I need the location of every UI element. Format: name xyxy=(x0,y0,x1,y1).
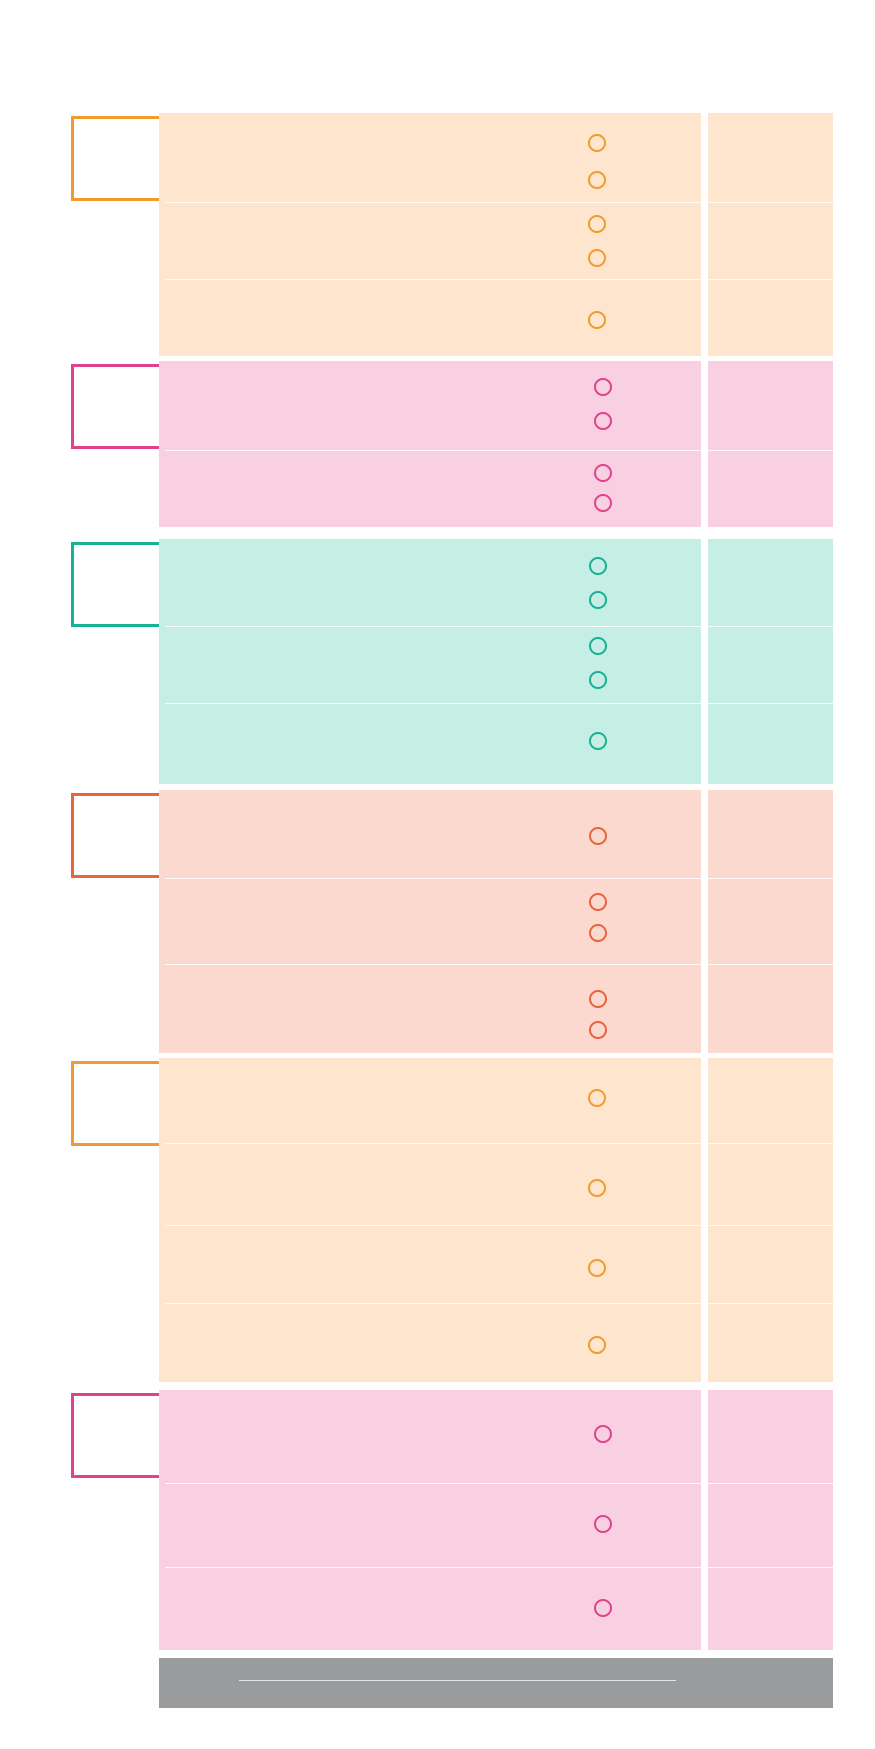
row-divider xyxy=(165,202,833,203)
checkbox-circle-icon[interactable] xyxy=(588,171,606,189)
checkbox-circle-icon[interactable] xyxy=(594,1515,612,1533)
row-divider xyxy=(165,1143,833,1144)
row-divider xyxy=(165,626,833,627)
row-divider xyxy=(165,964,833,965)
checkbox-circle-icon[interactable] xyxy=(589,732,607,750)
section-tab xyxy=(71,364,159,449)
section-side-panel xyxy=(708,790,833,1053)
section-tab xyxy=(71,1061,159,1146)
row-divider xyxy=(165,878,833,879)
checkbox-circle-icon[interactable] xyxy=(594,1599,612,1617)
checkbox-circle-icon[interactable] xyxy=(588,134,606,152)
checkbox-circle-icon[interactable] xyxy=(588,1089,606,1107)
footer-divider-line xyxy=(239,1680,676,1681)
section-side-panel xyxy=(708,1058,833,1382)
section-main-panel xyxy=(159,1058,701,1382)
checkbox-circle-icon[interactable] xyxy=(589,557,607,575)
section-main-panel xyxy=(159,113,701,356)
section-tab xyxy=(71,116,159,201)
checkbox-circle-icon[interactable] xyxy=(589,924,607,942)
row-divider xyxy=(165,1303,833,1304)
checkbox-circle-icon[interactable] xyxy=(588,1336,606,1354)
section-main-panel xyxy=(159,1390,701,1650)
section-main-panel xyxy=(159,790,701,1053)
checkbox-circle-icon[interactable] xyxy=(588,215,606,233)
checkbox-circle-icon[interactable] xyxy=(588,1179,606,1197)
section-side-panel xyxy=(708,113,833,356)
checkbox-circle-icon[interactable] xyxy=(594,464,612,482)
checkbox-circle-icon[interactable] xyxy=(589,827,607,845)
checkbox-circle-icon[interactable] xyxy=(589,591,607,609)
checkbox-circle-icon[interactable] xyxy=(589,637,607,655)
checkbox-circle-icon[interactable] xyxy=(589,990,607,1008)
footer-bar xyxy=(159,1658,833,1708)
checkbox-circle-icon[interactable] xyxy=(589,893,607,911)
section-tab xyxy=(71,542,159,627)
row-divider xyxy=(165,1483,833,1484)
section-side-panel xyxy=(708,1390,833,1650)
checkbox-circle-icon[interactable] xyxy=(588,249,606,267)
section-main-panel xyxy=(159,361,701,527)
checkbox-circle-icon[interactable] xyxy=(594,1425,612,1443)
checkbox-circle-icon[interactable] xyxy=(588,311,606,329)
section-tab xyxy=(71,793,159,878)
section-tab xyxy=(71,1393,159,1478)
row-divider xyxy=(165,703,833,704)
checkbox-circle-icon[interactable] xyxy=(594,494,612,512)
row-divider xyxy=(165,1225,833,1226)
section-side-panel xyxy=(708,539,833,784)
section-side-panel xyxy=(708,361,833,527)
checkbox-circle-icon[interactable] xyxy=(594,378,612,396)
row-divider xyxy=(165,1567,833,1568)
checkbox-circle-icon[interactable] xyxy=(588,1259,606,1277)
section-main-panel xyxy=(159,539,701,784)
row-divider xyxy=(165,450,833,451)
checkbox-circle-icon[interactable] xyxy=(594,412,612,430)
checkbox-circle-icon[interactable] xyxy=(589,671,607,689)
checkbox-circle-icon[interactable] xyxy=(589,1021,607,1039)
row-divider xyxy=(165,279,833,280)
